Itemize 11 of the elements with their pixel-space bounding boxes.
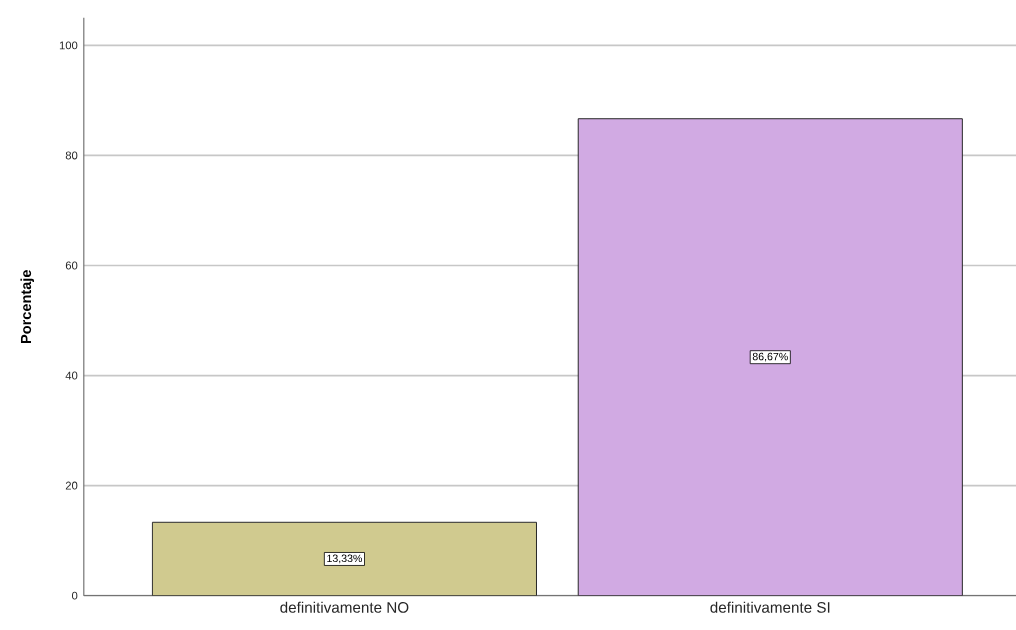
y-tick-label: 60 bbox=[65, 261, 78, 270]
y-tick-label: 40 bbox=[65, 371, 78, 380]
y-tick-label: 80 bbox=[65, 151, 78, 160]
y-tick-label: 0 bbox=[71, 591, 78, 600]
y-axis-title: Porcentaje bbox=[20, 269, 34, 343]
x-tick-label: definitivamente SI bbox=[710, 601, 830, 613]
y-tick-label: 100 bbox=[59, 41, 78, 50]
data-label: 13,33% bbox=[327, 554, 362, 564]
y-tick-label: 20 bbox=[65, 481, 78, 490]
data-label: 86,67% bbox=[752, 352, 788, 362]
x-tick-label: definitivamente NO bbox=[280, 601, 409, 613]
